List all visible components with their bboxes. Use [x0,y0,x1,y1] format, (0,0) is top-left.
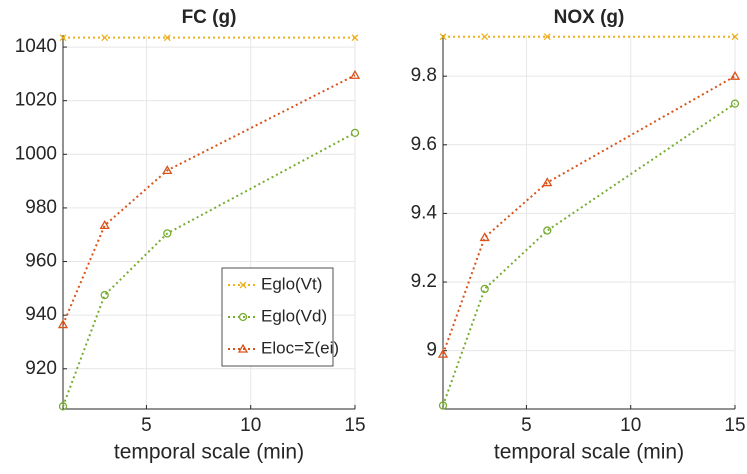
marker [239,281,247,289]
x-axis-label: temporal scale (min) [494,441,684,464]
y-tick-label: 1000 [15,143,57,164]
chart-title: FC (g) [182,7,237,28]
legend-marker [238,312,248,322]
marker [543,226,552,235]
x-tick-label: 15 [724,415,745,436]
marker [481,33,489,41]
marker [349,69,361,79]
marker [163,34,171,42]
y-tick-label: 920 [25,358,57,379]
x-tick-label: 10 [620,415,641,436]
legend-label: Eglo(Vd) [261,306,327,325]
chart-title: NOX (g) [554,7,625,28]
x-tick-label: 5 [141,415,152,436]
marker [99,220,110,230]
marker [238,312,248,322]
marker [58,402,68,411]
legend-marker [237,343,249,353]
series [438,99,740,410]
y-tick-label: 960 [25,251,57,272]
series [437,70,741,358]
marker [731,33,739,41]
marker [438,401,448,410]
y-tick-label: 9.4 [411,202,438,223]
marker [437,348,449,358]
y-tick-label: 9 [426,340,437,361]
series [59,34,359,42]
x-axis-label: temporal scale (min) [114,441,304,464]
y-tick-label: 1040 [15,36,57,57]
legend-label: Eloc=Σ(ei) [261,338,339,357]
marker [59,34,67,42]
marker [543,33,551,41]
legend-marker [239,281,247,289]
series [57,69,361,329]
marker [439,33,447,41]
plot-area [443,35,735,409]
x-tick-label: 5 [521,415,532,436]
x-tick-label: 15 [344,415,365,436]
y-tick-label: 1020 [15,90,57,111]
marker [730,99,740,108]
x-tick-label: 10 [240,415,261,436]
marker [163,229,172,238]
marker [57,319,69,329]
y-tick-label: 9.8 [411,65,437,86]
legend-label: Eglo(Vt) [261,274,322,293]
marker [100,290,109,300]
y-tick-label: 940 [25,304,57,325]
y-tick-label: 980 [25,197,57,218]
marker [480,284,489,294]
marker [101,34,109,42]
line [442,102,736,406]
marker [351,34,359,42]
y-tick-label: 9.6 [411,134,437,155]
marker [542,177,553,187]
series [58,128,360,411]
marker [479,232,490,242]
line [442,75,736,355]
axes [62,35,355,410]
y-tick-label: 9.2 [411,271,437,292]
series [439,33,739,41]
marker [350,128,360,138]
marker [162,165,173,175]
marker [237,343,249,353]
marker [729,70,741,80]
line [62,74,356,325]
